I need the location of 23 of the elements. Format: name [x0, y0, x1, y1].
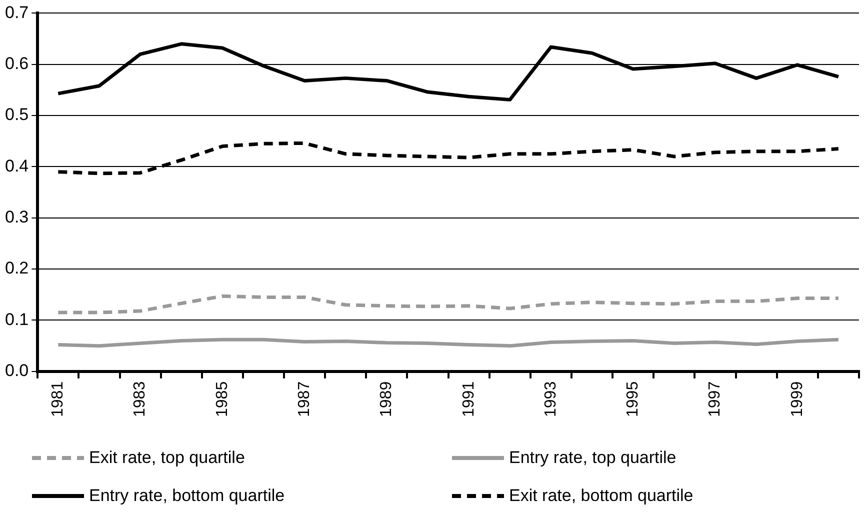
- legend-label: Entry rate, top quartile: [509, 448, 676, 468]
- legend-label: Exit rate, top quartile: [89, 448, 245, 468]
- x-tick-label: 1987: [296, 381, 313, 417]
- y-tick-label: 0.2: [4, 258, 29, 278]
- x-tick-label: 1995: [624, 381, 642, 417]
- y-tick-label: 0.3: [4, 208, 29, 227]
- y-tick-label: 0.6: [4, 54, 29, 74]
- x-tick-label: 1999: [788, 381, 806, 417]
- line-series: [56, 294, 840, 314]
- y-tick-label: 0.4: [4, 156, 29, 176]
- y-tick-label: 0.0: [4, 361, 29, 380]
- x-tick-label: 1989: [378, 381, 396, 417]
- x-tick-label: 1991: [460, 381, 478, 417]
- y-tick-label: 0.5: [4, 105, 29, 124]
- x-tick-label: 1997: [706, 381, 724, 417]
- x-tick-label: 1985: [214, 381, 231, 417]
- y-tick-label: 0.7: [4, 2, 29, 22]
- x-tick-label: 1981: [50, 381, 67, 417]
- legend-label: Exit rate, bottom quartile: [509, 486, 694, 506]
- legend-label: Entry rate, bottom quartile: [89, 486, 285, 506]
- y-tick-label: 0.1: [4, 310, 29, 329]
- x-tick-label: 1993: [542, 381, 560, 417]
- x-tick-label: 1983: [132, 381, 149, 417]
